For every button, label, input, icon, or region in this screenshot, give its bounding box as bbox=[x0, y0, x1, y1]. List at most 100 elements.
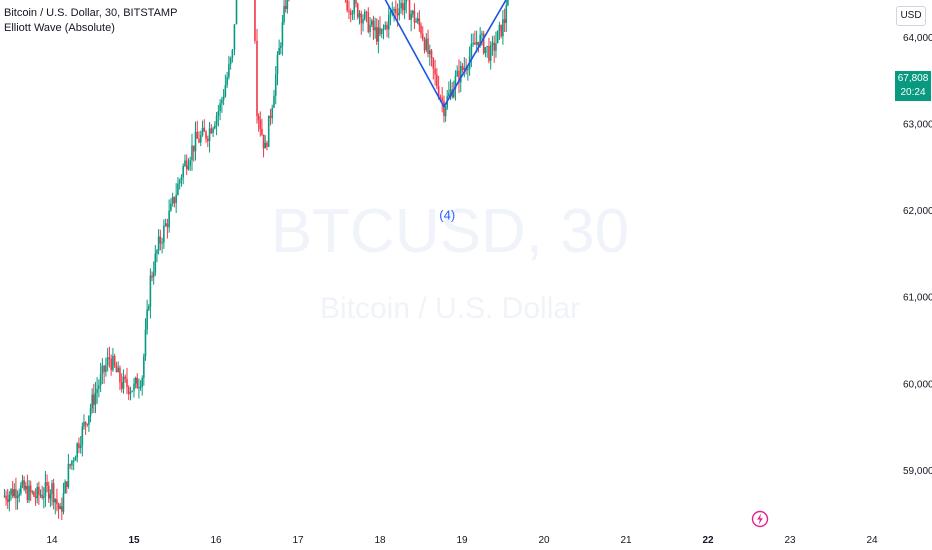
candle-body bbox=[138, 387, 140, 389]
candle-body bbox=[112, 355, 114, 371]
candle-body bbox=[214, 125, 216, 129]
candle-body bbox=[349, 10, 352, 15]
candle bbox=[199, 130, 202, 147]
candle-body bbox=[507, 0, 509, 6]
candle-body bbox=[113, 355, 116, 366]
candle bbox=[372, 15, 375, 41]
candle-body bbox=[443, 100, 445, 117]
candle-body bbox=[171, 197, 174, 204]
candle-body bbox=[482, 33, 485, 53]
candle bbox=[43, 487, 45, 509]
candle-body bbox=[425, 38, 428, 51]
y-tick-label: 63,000 bbox=[903, 120, 932, 131]
candle bbox=[74, 455, 77, 461]
candle-body bbox=[144, 329, 147, 357]
x-tick-label: 24 bbox=[866, 535, 878, 546]
candle bbox=[175, 183, 177, 213]
candle-body bbox=[387, 14, 390, 30]
candle bbox=[144, 318, 147, 361]
candle-body bbox=[175, 194, 177, 204]
candle-body bbox=[149, 275, 152, 307]
x-tick-label: 21 bbox=[620, 535, 632, 546]
candle bbox=[41, 485, 43, 500]
candle bbox=[86, 423, 89, 427]
candle-body bbox=[472, 42, 474, 44]
candle-body bbox=[39, 494, 42, 496]
candle bbox=[62, 482, 65, 515]
candle bbox=[259, 111, 262, 137]
candle bbox=[274, 65, 277, 105]
bar-countdown: 20:24 bbox=[900, 87, 926, 98]
candle-body bbox=[185, 160, 188, 170]
candle bbox=[276, 51, 279, 86]
candle-body bbox=[127, 387, 130, 395]
symbol-title[interactable]: Bitcoin / U.S. Dollar, 30, BITSTAMP bbox=[4, 7, 178, 19]
candle bbox=[124, 374, 127, 383]
candle bbox=[380, 28, 383, 39]
candle-body bbox=[226, 77, 228, 86]
candle bbox=[367, 7, 370, 34]
candle-body bbox=[382, 28, 385, 30]
candle-body bbox=[67, 464, 70, 488]
candle bbox=[49, 489, 52, 507]
candle-body bbox=[259, 120, 262, 129]
y-tick-label: 62,000 bbox=[903, 206, 932, 217]
candle-body bbox=[448, 92, 450, 97]
candle bbox=[28, 479, 30, 503]
candle bbox=[51, 479, 53, 506]
candle bbox=[108, 346, 111, 368]
currency-button[interactable]: USD bbox=[896, 6, 926, 26]
x-tick-label: 15 bbox=[128, 535, 140, 546]
candle bbox=[96, 377, 98, 404]
candle-body bbox=[51, 483, 53, 495]
candle bbox=[208, 121, 211, 153]
candle bbox=[36, 482, 39, 504]
candle bbox=[500, 24, 502, 39]
candle-body bbox=[180, 177, 183, 181]
x-tick-label: 20 bbox=[538, 535, 550, 546]
candle bbox=[266, 140, 268, 151]
candle bbox=[120, 373, 123, 393]
candle-body bbox=[18, 493, 20, 496]
candle-body bbox=[10, 489, 12, 495]
candle-body bbox=[5, 495, 7, 500]
candle bbox=[103, 364, 105, 384]
candle bbox=[194, 121, 197, 161]
candle-body bbox=[410, 13, 412, 20]
candle bbox=[228, 55, 230, 80]
last-price-value: 67,808 bbox=[897, 73, 929, 84]
candle bbox=[288, 0, 290, 2]
candle-body bbox=[449, 89, 452, 93]
candle-body bbox=[228, 64, 230, 78]
candle-body bbox=[403, 3, 406, 11]
candle-body bbox=[484, 47, 487, 53]
candle bbox=[355, 0, 357, 8]
candle bbox=[346, 0, 348, 13]
candle bbox=[436, 68, 438, 90]
candle-body bbox=[358, 13, 361, 18]
candle-body bbox=[477, 41, 480, 46]
candle bbox=[224, 74, 227, 98]
candle-body bbox=[475, 41, 478, 45]
candle-body bbox=[362, 19, 364, 24]
candle bbox=[20, 481, 22, 496]
candle bbox=[210, 124, 213, 135]
candle bbox=[163, 219, 165, 249]
candle bbox=[374, 17, 376, 39]
candle bbox=[31, 490, 34, 495]
candle bbox=[286, 0, 289, 14]
candle bbox=[187, 158, 190, 171]
lightning-icon[interactable] bbox=[751, 510, 769, 528]
indicator-title[interactable]: Elliott Wave (Absolute) bbox=[4, 22, 115, 34]
candle-body bbox=[273, 95, 275, 108]
candle-body bbox=[372, 20, 375, 31]
candle bbox=[64, 479, 66, 494]
candle bbox=[395, 0, 397, 20]
candle bbox=[463, 57, 466, 78]
candle-body bbox=[16, 495, 19, 499]
candle bbox=[443, 95, 445, 123]
candle-body bbox=[84, 422, 87, 425]
candle-body bbox=[199, 135, 202, 143]
candle-body bbox=[28, 485, 30, 501]
